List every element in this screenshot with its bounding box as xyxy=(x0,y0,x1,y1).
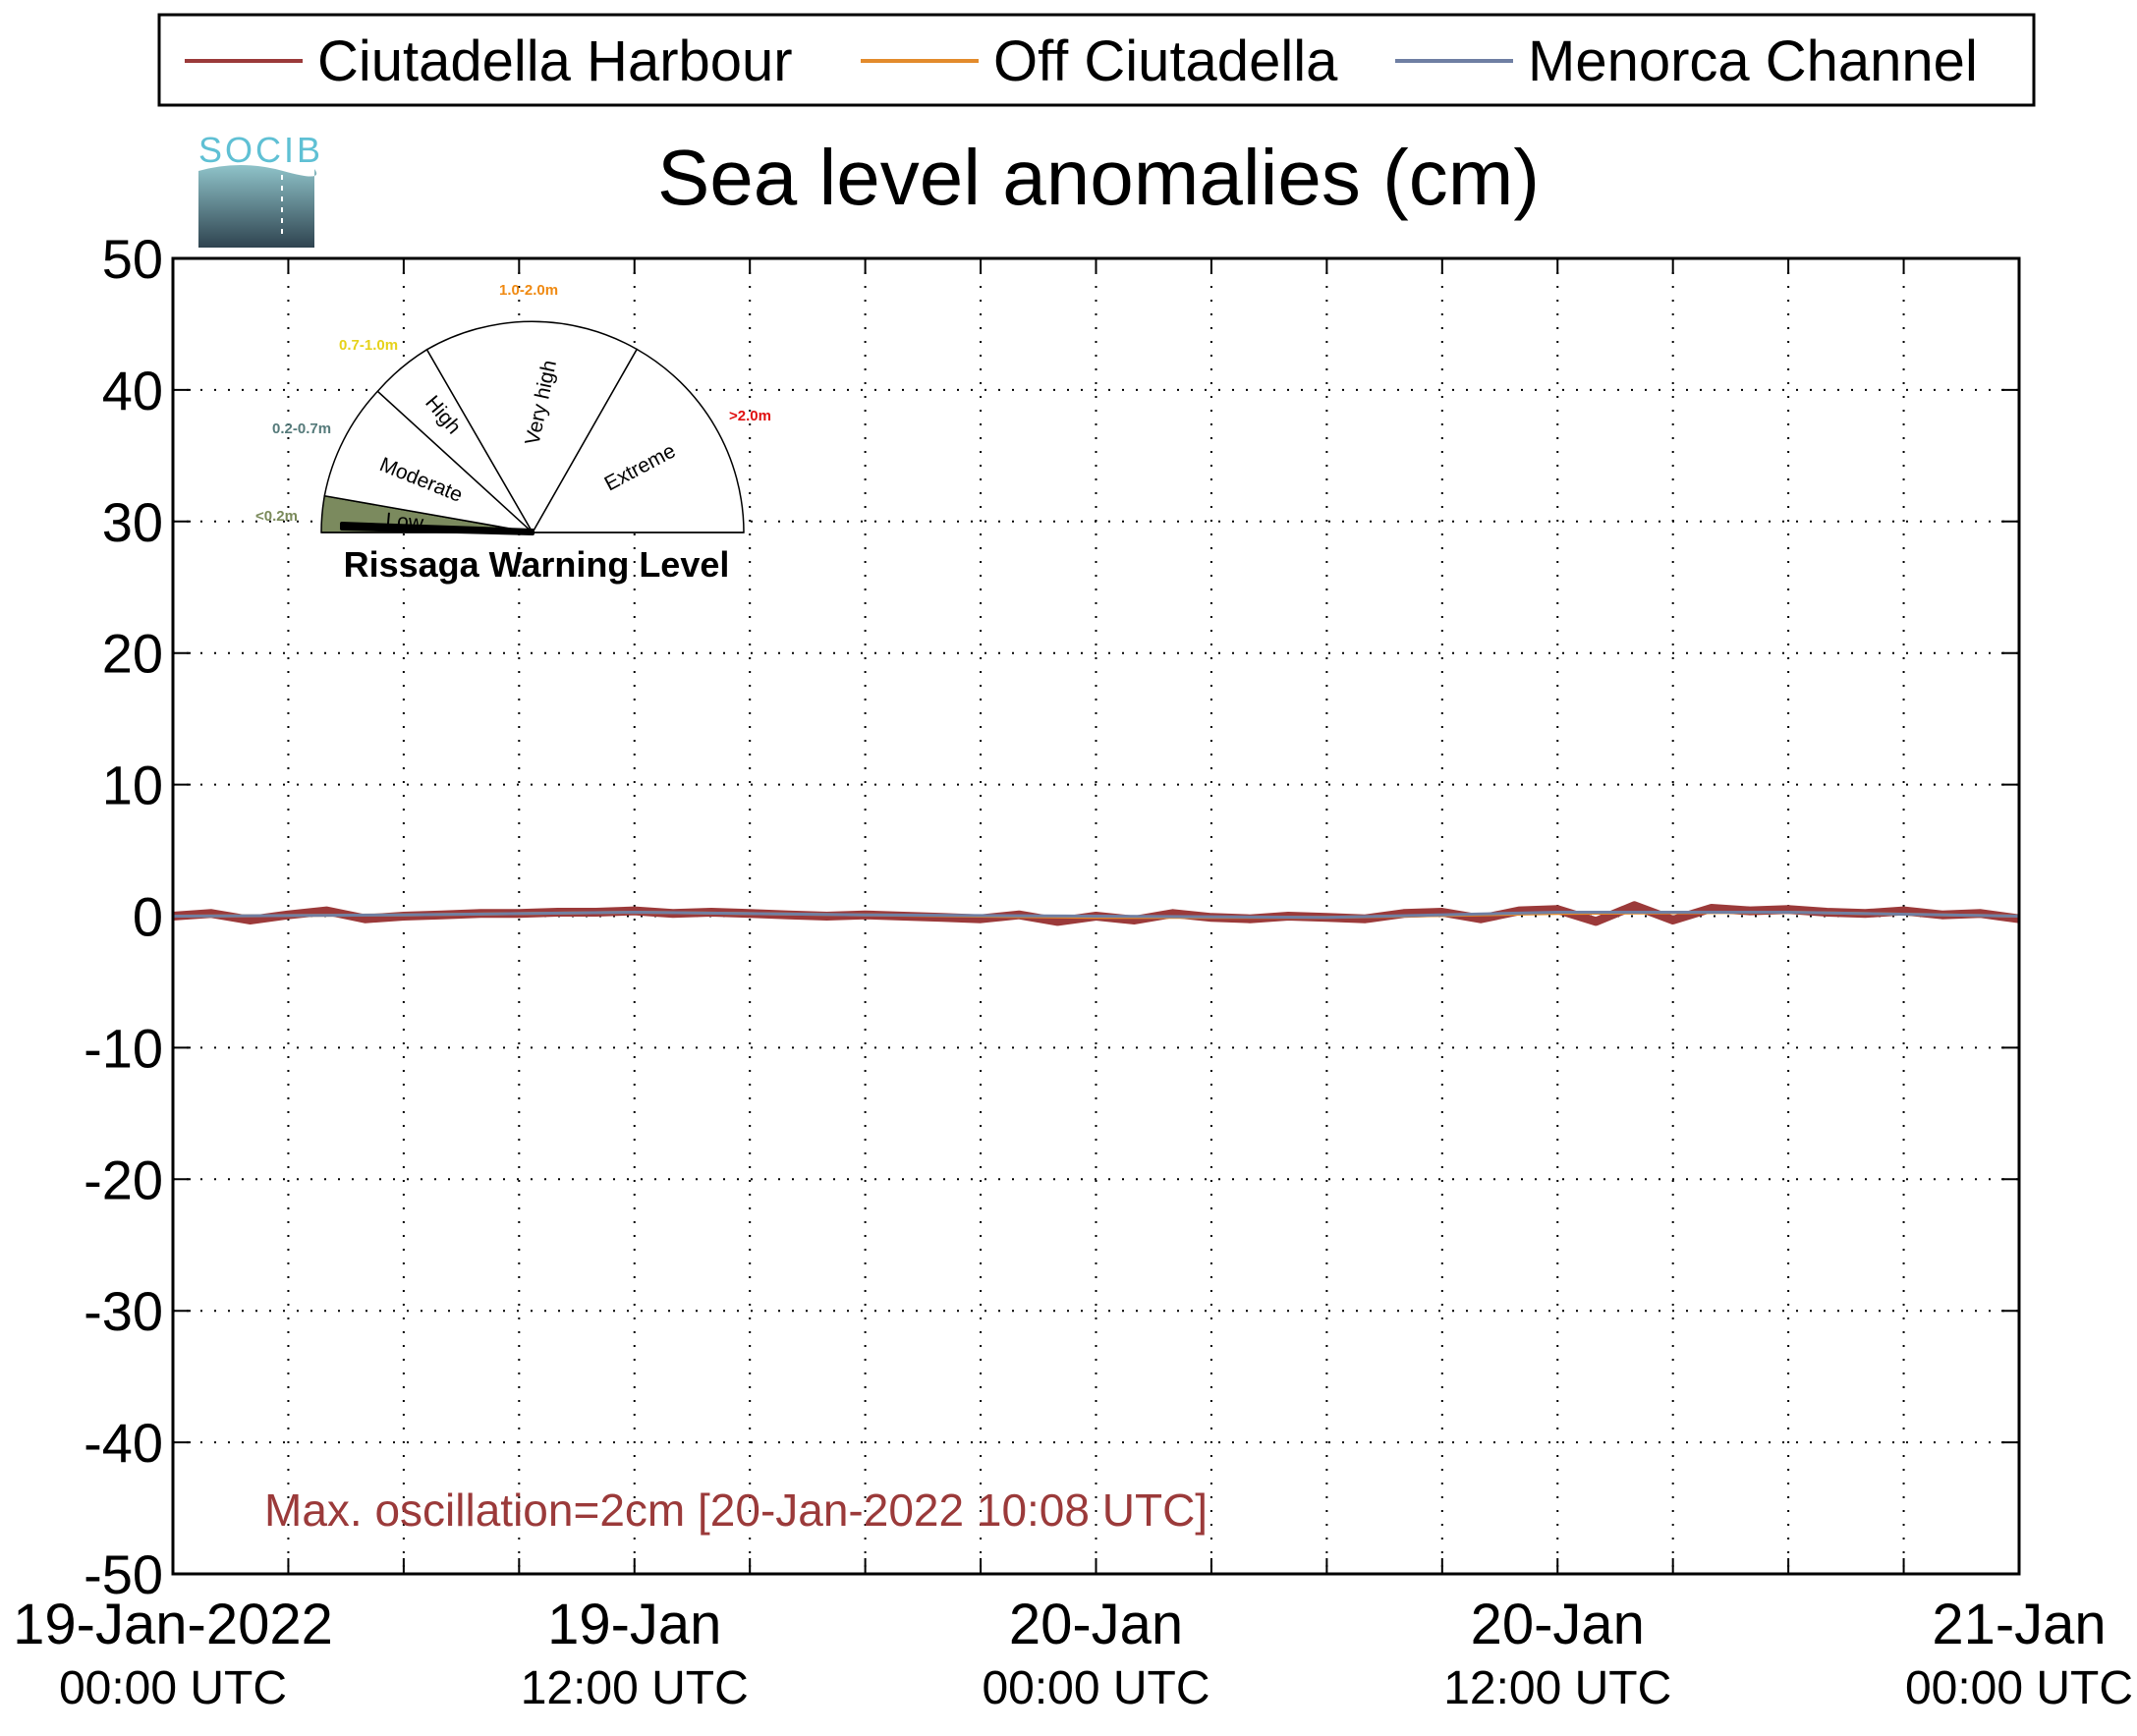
gauge-sector-extreme xyxy=(531,348,745,533)
series-point-ciutadella-harbour xyxy=(1055,920,1059,924)
y-tick-label: 20 xyxy=(102,623,163,685)
y-tick-label: -40 xyxy=(84,1412,163,1474)
legend-label-off-ciutadella: Off Ciutadella xyxy=(993,29,1338,93)
gauge-sector-moderate xyxy=(323,390,535,534)
series-point-menorca-channel xyxy=(1787,911,1789,914)
legend: Ciutadella Harbour Off Ciutadella Menorc… xyxy=(157,13,2036,107)
y-tick-label: 10 xyxy=(102,755,163,816)
plot-border xyxy=(171,256,2021,1576)
series-point-ciutadella-harbour xyxy=(1786,908,1790,912)
y-tick-label: -30 xyxy=(84,1280,163,1342)
x-axis-tick-labels: 19-Jan-2022 00:00 UTC 19-Jan 12:00 UTC 20-Ja… xyxy=(13,1593,2133,1714)
series-point-menorca-channel xyxy=(864,914,867,916)
gauge-sector-very-high xyxy=(425,320,639,534)
series-point-ciutadella-harbour xyxy=(1633,904,1637,908)
x-tick-label-time: 12:00 UTC xyxy=(521,1662,749,1714)
series-point-ciutadella-harbour xyxy=(364,917,367,921)
gauge-range-very-high: 1.0-2.0m xyxy=(499,282,558,299)
series-point-ciutadella-harbour xyxy=(209,912,213,916)
gauge-range-low: <0.2m xyxy=(255,508,298,525)
series-point-ciutadella-harbour xyxy=(979,917,983,921)
series-point-menorca-channel xyxy=(1325,917,1328,919)
x-tick-label-time: 00:00 UTC xyxy=(1905,1662,2133,1714)
max-oscillation-annotation: Max. oscillation=2cm [20-Jan-2022 10:08 … xyxy=(264,1484,1208,1536)
gauge-title: Rissaga Warning Level xyxy=(344,544,730,585)
x-tick-label-date: 21-Jan xyxy=(1932,1593,2106,1656)
y-axis-tick-labels: 50 40 30 20 10 0 -10 -20 -30 -40 -50 xyxy=(84,228,163,1605)
x-tick-label-time: 00:00 UTC xyxy=(982,1662,1209,1714)
y-tick-label: 50 xyxy=(102,228,163,290)
y-tick-label: -20 xyxy=(84,1148,163,1210)
series-point-ciutadella-harbour xyxy=(248,919,252,923)
x-tick-label-date: 20-Jan xyxy=(1009,1593,1183,1656)
x-tick-label-date: 19-Jan xyxy=(547,1593,721,1656)
series-point-ciutadella-harbour xyxy=(1902,909,1906,913)
y-tick-label: 40 xyxy=(102,360,163,421)
series-point-ciutadella-harbour xyxy=(1133,919,1137,923)
series-point-ciutadella-harbour xyxy=(1671,919,1675,923)
series-point-ciutadella-harbour xyxy=(1479,917,1483,921)
socib-logo: SOCIB xyxy=(198,130,323,248)
series-point-menorca-channel xyxy=(1095,915,1097,918)
gauge-needle xyxy=(340,522,534,535)
y-tick-label: -10 xyxy=(84,1017,163,1079)
chart-title: Sea level anomalies (cm) xyxy=(657,134,1540,221)
rissaga-warning-gauge: Low Moderate High Very high Extreme <0.2… xyxy=(255,282,771,585)
series-point-ciutadella-harbour xyxy=(1594,920,1598,924)
series-point-ciutadella-harbour xyxy=(1171,912,1175,916)
x-tick-label-time: 12:00 UTC xyxy=(1443,1662,1671,1714)
gauge-range-high: 0.7-1.0m xyxy=(339,337,398,354)
plot-area xyxy=(171,256,2021,1576)
y-tick-label: 0 xyxy=(133,886,163,948)
series-point-menorca-channel xyxy=(403,914,405,916)
legend-label-menorca-channel: Menorca Channel xyxy=(1528,29,1978,93)
series-lines xyxy=(171,901,2021,926)
gauge-label-low: Low xyxy=(385,509,425,534)
y-tick-label: -50 xyxy=(84,1543,163,1605)
logo-wave-shape xyxy=(198,165,317,248)
series-point-menorca-channel xyxy=(1556,911,1559,914)
series-point-ciutadella-harbour xyxy=(325,909,329,913)
x-tick-label-date: 19-Jan-2022 xyxy=(13,1593,333,1656)
series-point-ciutadella-harbour xyxy=(1555,908,1559,912)
legend-box xyxy=(157,13,2036,107)
logo-text: SOCIB xyxy=(198,130,323,170)
x-tick-label-time: 00:00 UTC xyxy=(59,1662,287,1714)
y-tick-label: 30 xyxy=(102,491,163,553)
series-point-ciutadella-harbour xyxy=(1710,906,1714,910)
legend-label-ciutadella-harbour: Ciutadella Harbour xyxy=(317,29,793,93)
gauge-range-moderate: 0.2-0.7m xyxy=(272,420,331,437)
series-point-menorca-channel xyxy=(633,911,636,914)
x-tick-label-date: 20-Jan xyxy=(1471,1593,1645,1656)
series-point-ciutadella-harbour xyxy=(1440,910,1444,914)
gauge-range-extreme: >2.0m xyxy=(729,408,771,424)
